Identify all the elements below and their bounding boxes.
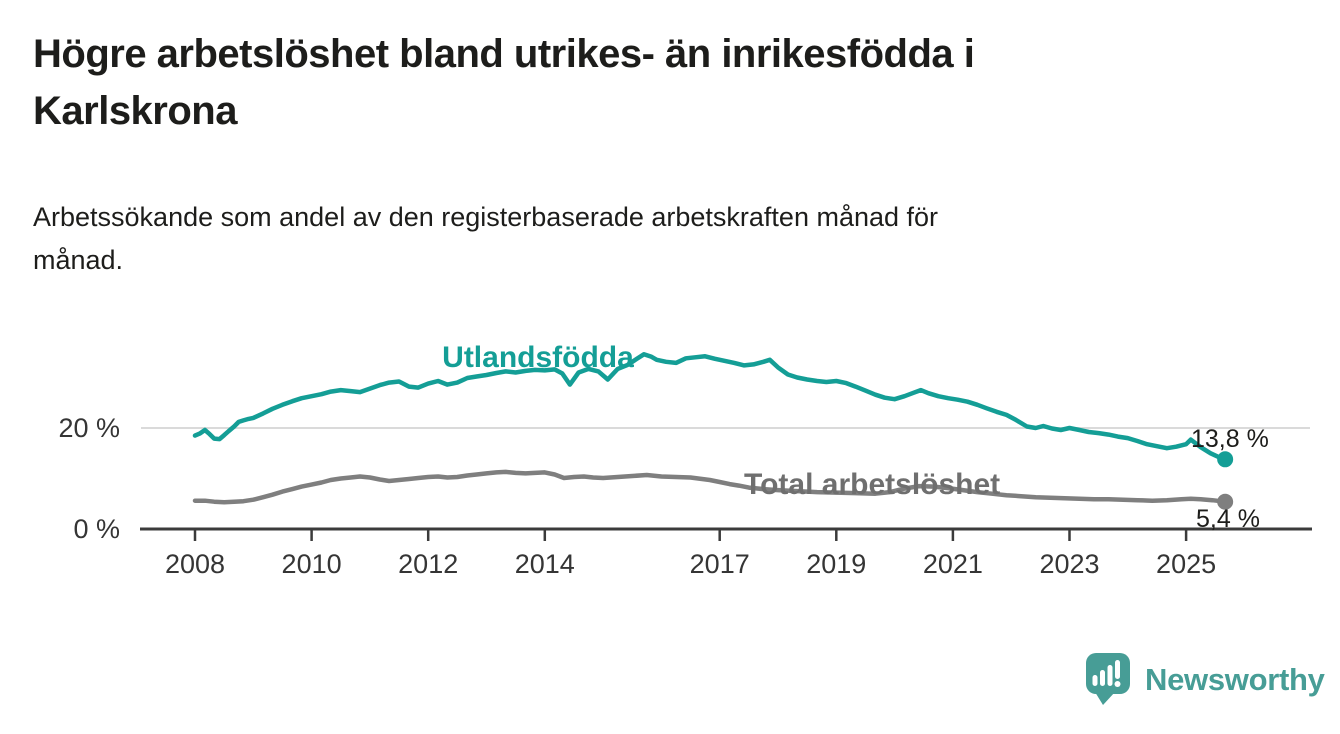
- chart-title: Högre arbetslöshet bland utrikes- än inr…: [33, 26, 975, 140]
- newsworthy-logo-icon: [1086, 653, 1130, 705]
- logo-exclamation-dot: [1114, 681, 1121, 687]
- logo-bar-3: [1107, 665, 1113, 686]
- end-value-label-total: 5,4 %: [1196, 505, 1260, 533]
- series-line-utlandsfodda: [192, 352, 1228, 462]
- x-axis-label: 2017: [690, 549, 750, 579]
- series-end-dot-utlandsfodda: [1217, 451, 1234, 468]
- x-axis-label: 2008: [165, 549, 225, 579]
- chart-subtitle: Arbetssökande som andel av den registerb…: [33, 196, 938, 281]
- logo-exclamation-bar: [1115, 660, 1120, 679]
- line-chart: 2008 2010 2012 2014 2017 2019 2021 2023 2025 20 %…: [58, 341, 1312, 579]
- text-line: månad.: [33, 244, 124, 275]
- x-axis-label: 2019: [806, 549, 866, 579]
- series-end-dot-total: [1217, 493, 1234, 510]
- x-axis-label: 2012: [398, 549, 458, 579]
- logo-bar-1: [1092, 675, 1098, 686]
- series-label-total: Total arbetslöshet: [744, 468, 1000, 501]
- x-axis-label: 2010: [282, 549, 342, 579]
- text-line: Karlskrona: [33, 88, 237, 133]
- newsworthy-logo-text: Newsworthy: [1145, 662, 1325, 697]
- logo-bubble-tail: [1095, 692, 1115, 705]
- y-axis-label: 0 %: [73, 514, 120, 544]
- x-axis-label: 2021: [923, 549, 983, 579]
- text-line: Arbetssökande som andel av den registerb…: [33, 202, 939, 232]
- x-axis-label: 2025: [1156, 549, 1216, 579]
- series-line-total: [192, 469, 1228, 505]
- x-axis-label: 2023: [1039, 549, 1099, 579]
- end-value-label-utlandsfodda: 13,8 %: [1191, 425, 1269, 453]
- x-axis-label: 2014: [515, 549, 575, 579]
- series-label-utlandsfodda: Utlandsfödda: [442, 341, 634, 374]
- logo-bar-2: [1100, 670, 1105, 686]
- text-line: Högre arbetslöshet bland utrikes- än inr…: [33, 32, 975, 76]
- y-axis-label: 20 %: [58, 413, 120, 443]
- newsworthy-logo: Newsworthy: [1085, 652, 1325, 708]
